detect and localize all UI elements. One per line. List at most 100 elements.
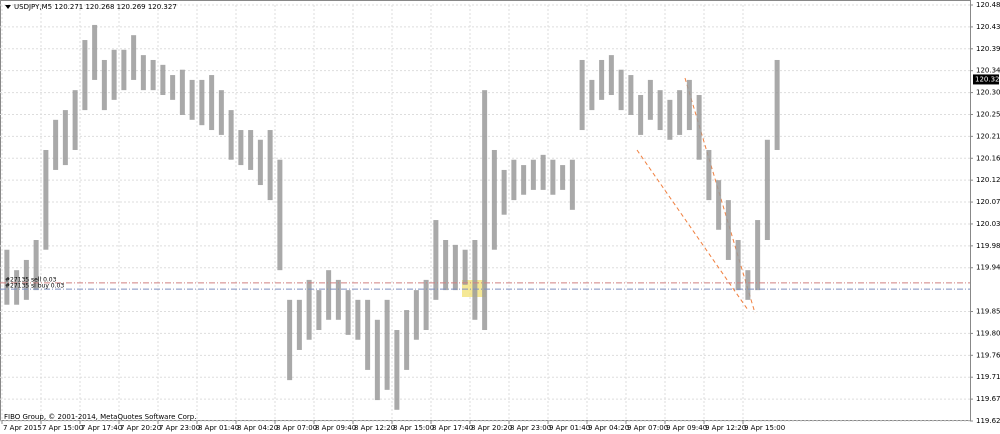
bar [316,290,322,331]
bar [101,59,107,111]
bar [735,240,741,291]
y-tick-label: 119.625 [976,417,1000,425]
bar [501,169,507,215]
bar [706,149,712,201]
current-price: 120.327 [975,75,1000,83]
bar [306,279,312,340]
bar [423,279,429,331]
order-label: #27135 sell 0.03 [5,276,57,283]
x-tick-label: 8 Apr 15:00 [393,424,434,432]
y-tick-label: 120.300 [976,89,1000,97]
y-tick-label: 120.120 [976,176,1000,184]
bar [179,69,185,115]
y-tick-label: 120.255 [976,110,1000,118]
bar [384,299,390,390]
bar [287,299,293,381]
y-tick-label: 119.670 [976,395,1000,403]
x-tick-label: 8 Apr 04:20 [237,424,278,432]
bar [599,59,605,100]
bar [618,69,624,111]
y-tick-label: 119.805 [976,329,1000,337]
bar [140,55,146,91]
footer: FIBO Group, © 2001-2014, MetaQuotes Soft… [4,413,196,421]
x-tick-label: 7 Apr 17:40 [81,424,122,432]
bar [160,64,166,96]
bar [296,299,302,350]
x-tick-label: 8 Apr 20:20 [471,424,512,432]
bar [667,99,673,140]
bar [716,180,722,230]
y-tick-label: 120.480 [976,1,1000,9]
bar [238,130,244,166]
bar [394,330,400,410]
bar [33,240,39,291]
bar [267,130,273,201]
bar [530,159,536,190]
bar [355,299,361,340]
x-tick-label: 8 Apr 17:40 [432,424,473,432]
y-tick-label: 119.715 [976,373,1000,381]
bar [521,165,527,195]
bar [248,130,254,170]
y-tick-label: 120.075 [976,198,1000,206]
bar [511,159,517,201]
trend-line [636,149,749,311]
y-tick-label: 119.850 [976,308,1000,316]
bar [686,79,692,131]
bar [491,149,497,250]
x-tick-label: 7 Apr 2015 [3,424,42,432]
y-tick-label: 119.760 [976,351,1000,359]
bar [23,259,29,300]
x-tick-label: 7 Apr 15:00 [42,424,83,432]
bar [774,59,780,150]
x-tick-label: 9 Apr 12:20 [705,424,746,432]
y-tick-label: 120.345 [976,67,1000,75]
y-tick-label: 120.435 [976,23,1000,31]
x-tick-label: 9 Apr 15:00 [744,424,785,432]
bar [72,90,78,150]
bar [764,139,770,241]
x-tick-label: 8 Apr 23:00 [510,424,551,432]
bar [404,310,410,370]
bar [111,49,117,100]
x-tick-label: 9 Apr 09:40 [666,424,707,432]
bar [365,299,371,370]
bar [433,220,439,300]
bar [608,55,614,96]
x-tick-label: 8 Apr 09:40 [315,424,356,432]
bar [43,149,49,250]
bar [218,90,224,135]
x-tick-label: 7 Apr 23:00 [159,424,200,432]
bar [62,110,68,166]
bar [647,79,653,120]
bar [443,240,449,291]
bar [755,220,761,291]
bar [92,24,98,80]
y-tick-label: 120.165 [976,154,1000,162]
bar [569,159,575,210]
bar [14,270,20,305]
bar [589,79,595,111]
y-tick-label: 119.985 [976,242,1000,250]
bar [121,49,127,91]
bar [540,154,546,190]
bar [189,79,195,120]
bar [579,59,585,131]
bar [228,110,234,160]
bars [4,24,780,410]
bar [335,279,341,320]
x-tick-label: 9 Apr 01:40 [549,424,590,432]
y-tick-label: 120.210 [976,132,1000,140]
bar [131,35,137,80]
bar [696,95,702,160]
bar [472,240,478,320]
bar [199,79,205,126]
x-tick-label: 8 Apr 07:00 [276,424,317,432]
menu-icon[interactable] [5,5,11,9]
order-label: #27135 sl buy 0.03 [5,283,64,290]
bar [628,75,634,115]
x-tick-label: 9 Apr 07:00 [627,424,668,432]
bar [326,270,332,320]
bar [257,139,263,186]
x-tick-label: 9 Apr 04:20 [588,424,629,432]
